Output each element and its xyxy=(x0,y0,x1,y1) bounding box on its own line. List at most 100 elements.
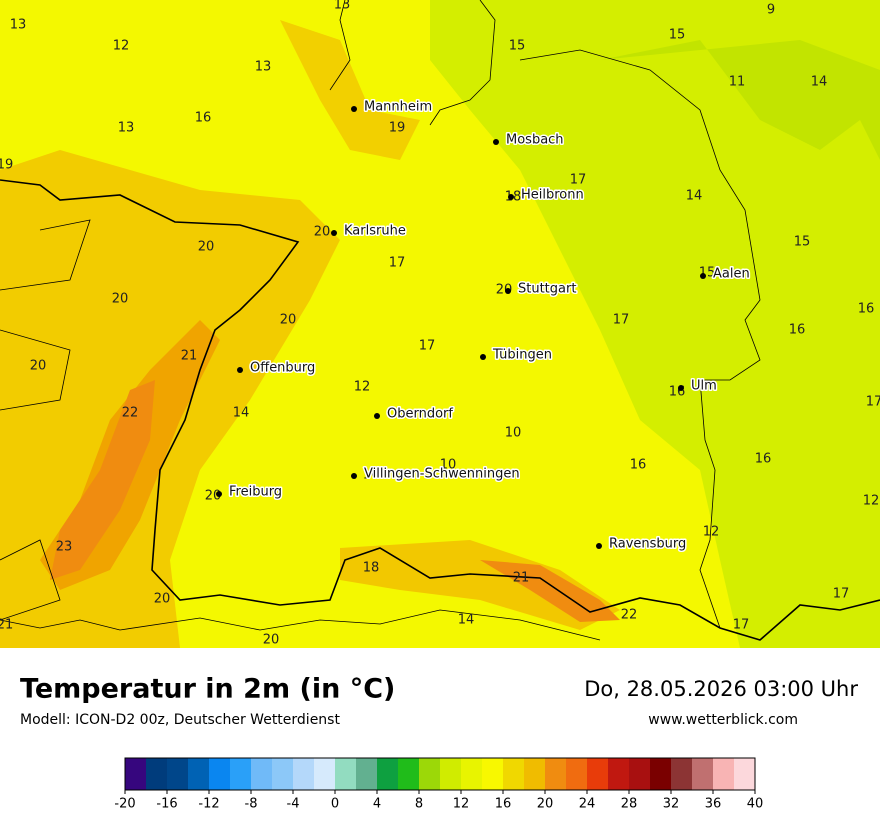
temperature-label: 14 xyxy=(811,75,828,90)
temperature-label: 21 xyxy=(0,618,13,633)
temperature-label: 20 xyxy=(30,359,47,374)
temperature-label: 12 xyxy=(703,525,720,540)
temperature-label: 15 xyxy=(794,235,811,250)
legend-swatch xyxy=(419,758,440,790)
map: 13 12 13 13 15 15 9 11 14 16 13 19 19 17 14 18 20 20 17 15 1… xyxy=(0,0,880,648)
city-marker xyxy=(331,230,337,236)
temperature-label: 19 xyxy=(0,158,13,173)
legend-swatch xyxy=(314,758,335,790)
temperature-label: 9 xyxy=(767,3,775,18)
temperature-label: 16 xyxy=(363,468,380,483)
legend-swatch xyxy=(629,758,650,790)
city-marker xyxy=(480,354,486,360)
legend-swatch xyxy=(398,758,419,790)
legend-swatch xyxy=(272,758,293,790)
legend-swatch xyxy=(356,758,377,790)
footer-background xyxy=(0,648,880,830)
legend-tick-label: 20 xyxy=(537,797,554,812)
city-marker xyxy=(678,385,684,391)
legend-swatch xyxy=(188,758,209,790)
legend-swatch xyxy=(482,758,503,790)
temperature-label: 21 xyxy=(181,349,198,364)
temperature-label: 10 xyxy=(440,458,457,473)
legend-swatch xyxy=(209,758,230,790)
legend-tick-label: 24 xyxy=(579,797,596,812)
cool-region xyxy=(430,0,880,648)
temperature-label: 14 xyxy=(686,189,703,204)
temperature-label: 13 xyxy=(118,121,135,136)
legend-tick-label: 16 xyxy=(495,797,512,812)
city-marker xyxy=(700,273,706,279)
temperature-label: 17 xyxy=(866,395,880,410)
city-label: Aalen xyxy=(713,267,750,282)
city-marker xyxy=(216,491,222,497)
temperature-label: 12 xyxy=(354,380,371,395)
state-line xyxy=(0,609,601,641)
warm-region xyxy=(280,20,420,160)
temperature-label: 20 xyxy=(263,633,280,648)
temperature-label: 16 xyxy=(630,458,647,473)
legend-swatch xyxy=(671,758,692,790)
temperature-label: 22 xyxy=(621,608,638,623)
city-marker xyxy=(493,139,499,145)
website: www.wetterblick.com xyxy=(648,712,798,728)
city-label: Freiburg xyxy=(229,485,282,500)
legend-swatch xyxy=(503,758,524,790)
temperature-label: 20 xyxy=(280,313,297,328)
temperature-label: 13 xyxy=(334,0,351,13)
legend-swatch xyxy=(461,758,482,790)
legend-swatch xyxy=(440,758,461,790)
city-label: Mannheim xyxy=(364,100,432,115)
state-line xyxy=(429,0,761,629)
subtitle: Modell: ICON-D2 00z, Deutscher Wetterdie… xyxy=(20,712,340,728)
temperature-label: 12 xyxy=(113,39,130,54)
temperature-label: 22 xyxy=(122,406,139,421)
city-marker xyxy=(596,543,602,549)
city-label: Tübingen xyxy=(492,348,552,363)
temperature-label: 17 xyxy=(613,313,630,328)
city-label: Mosbach xyxy=(506,133,564,148)
temperature-label: 17 xyxy=(833,587,850,602)
temperature-label: 16 xyxy=(789,323,806,338)
city-marker xyxy=(351,106,357,112)
legend-swatch xyxy=(146,758,167,790)
legend-swatch xyxy=(545,758,566,790)
temperature-label: 19 xyxy=(389,121,406,136)
city-label: Ulm xyxy=(691,379,717,394)
temperature-label: 18 xyxy=(363,561,380,576)
city-marker xyxy=(374,413,380,419)
temperature-label: 16 xyxy=(755,452,772,467)
legend-frame xyxy=(124,757,756,791)
temperature-label: 14 xyxy=(458,613,475,628)
temperature-label: 16 xyxy=(858,302,875,317)
cool-region xyxy=(600,40,880,160)
temperature-label: 10 xyxy=(505,426,522,441)
city-marker xyxy=(505,288,511,294)
legend-tick-label: -4 xyxy=(287,797,300,812)
legend-tick-label: 36 xyxy=(705,797,722,812)
legend-swatch xyxy=(734,758,755,790)
legend-swatch xyxy=(524,758,545,790)
legend-tick-label: 0 xyxy=(331,797,339,812)
hot-region xyxy=(480,560,620,622)
city-label: Karlsruhe xyxy=(344,224,406,239)
warm-region xyxy=(340,540,620,630)
legend-swatch xyxy=(293,758,314,790)
temperature-label: 23 xyxy=(56,540,73,555)
legend-swatch xyxy=(230,758,251,790)
city-marker xyxy=(237,367,243,373)
legend-tick-label: -12 xyxy=(198,797,219,812)
legend-swatch xyxy=(125,758,146,790)
state-line xyxy=(0,0,351,621)
temperature-label: 13 xyxy=(10,18,27,33)
temperature-label: 12 xyxy=(863,494,880,509)
legend-swatch xyxy=(587,758,608,790)
footer: Temperatur in 2m (in °C) Modell: ICON-D2… xyxy=(0,648,880,830)
legend-tick-label: -20 xyxy=(114,797,135,812)
legend-swatch xyxy=(251,758,272,790)
legend-tick-label: -8 xyxy=(245,797,258,812)
temperature-label: 17 xyxy=(389,256,406,271)
temperature-label: 20 xyxy=(154,592,171,607)
legend-tick-label: -16 xyxy=(156,797,177,812)
